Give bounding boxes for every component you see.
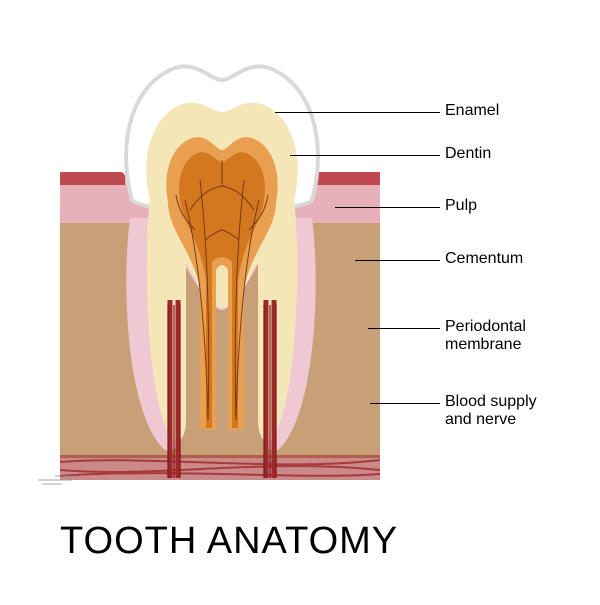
leader-cementum [355,260,440,261]
label-dentin: Dentin [445,145,491,163]
diagram-title: TOOTH ANATOMY [60,520,398,563]
leader-enamel [275,112,440,113]
gum-ridge-left [60,172,125,185]
leader-blood [370,403,440,404]
tooth-svg [0,0,600,600]
leader-periodontal [368,328,440,329]
label-cementum: Cementum [445,250,523,268]
label-enamel: Enamel [445,102,499,120]
label-pulp: Pulp [445,197,477,215]
tooth-anatomy-diagram [0,0,600,600]
gum-ridge-right [316,172,380,185]
leader-pulp [335,207,440,208]
label-blood: Blood supplyand nerve [445,393,537,428]
leader-dentin [290,155,440,156]
label-periodontal: Periodontalmembrane [445,318,526,353]
